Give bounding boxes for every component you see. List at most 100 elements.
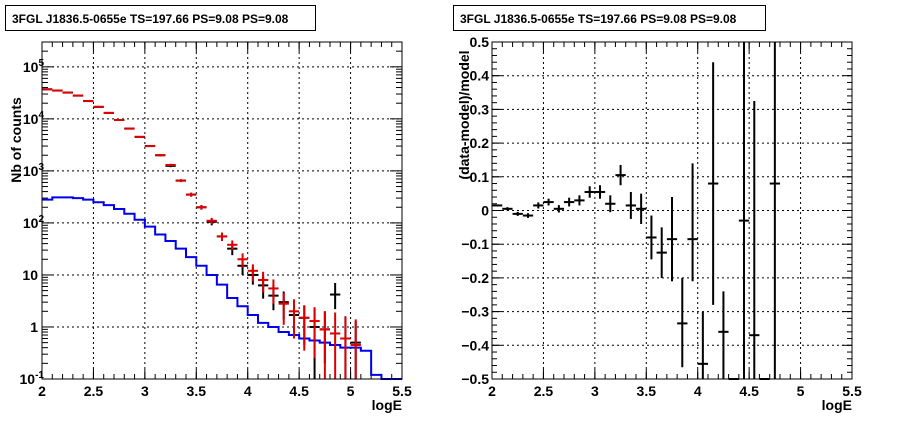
data-point — [697, 311, 708, 379]
x-tick-label: 2 — [488, 383, 496, 399]
data-point — [769, 42, 780, 379]
model-point — [247, 264, 258, 282]
y-tick-label: 0.3 — [470, 101, 490, 117]
y-tick-label: −0.5 — [461, 371, 489, 387]
y-tick-label: −0.4 — [461, 337, 489, 353]
data-point — [330, 283, 341, 310]
data-point — [615, 165, 626, 186]
model-point — [103, 111, 114, 114]
data-point — [543, 198, 554, 206]
counts-xlabel: logE — [372, 397, 402, 413]
x-tick-label: 5.5 — [842, 383, 862, 399]
x-tick-label: 3 — [141, 383, 149, 399]
model-point — [165, 163, 176, 167]
model-point — [93, 105, 104, 108]
y-tick-label: 0 — [481, 203, 489, 219]
model-point — [309, 307, 320, 359]
model-point — [258, 271, 269, 293]
model-point — [299, 305, 310, 351]
model-point — [114, 119, 125, 122]
data-point — [687, 163, 698, 282]
counts-plot: 2 2.5 3 3.5 4 4.5 5 5.5 10-1 1 10 102 103 104 105 logE… — [8, 41, 412, 413]
y-tick-label: 0.2 — [470, 135, 490, 151]
x-tick-label: 5 — [347, 383, 355, 399]
y-tick-label: −0.2 — [461, 270, 489, 286]
y-tick-label: 0.1 — [470, 169, 490, 185]
y-tick-label: 0.4 — [470, 68, 490, 84]
data-point — [564, 197, 575, 207]
data-point — [738, 42, 750, 379]
data-point — [553, 205, 564, 213]
model-point — [330, 312, 341, 379]
model-point — [72, 94, 84, 97]
counts-axis-ticks — [41, 41, 403, 380]
y-tick-label: 102 — [23, 214, 45, 231]
model-point — [216, 232, 228, 241]
model-point — [186, 192, 197, 197]
model-point — [52, 89, 63, 92]
residual-plot: 2 2.5 3 3.5 4 4.5 5 5.5 −0.5 −0.4 −0.3 −0.2 −0.1 0 0.1… — [456, 34, 862, 413]
y-tick-label: 105 — [23, 58, 45, 75]
data-point — [708, 62, 719, 305]
y-tick-label: −0.3 — [461, 304, 489, 320]
residual-marks — [492, 42, 780, 380]
model-point — [268, 279, 279, 304]
residual-tick-labels: 2 2.5 3 3.5 4 4.5 5 5.5 −0.5 −0.4 −0.3 −0.2 −0.1 0 0.1… — [461, 34, 862, 399]
model-point — [144, 145, 156, 148]
y-tick-label: −0.1 — [461, 236, 489, 252]
counts-tick-labels: 2 2.5 3 3.5 4 4.5 5 5.5 10-1 1 10 102 103 104 105 — [20, 58, 412, 399]
model-point — [124, 127, 135, 130]
x-tick-label: 4.5 — [289, 383, 309, 399]
data-point — [522, 213, 534, 218]
counts-title: 3FGL J1836.5-0655e TS=197.66 PS=9.08 PS=… — [5, 5, 316, 31]
y-tick-label: 1 — [30, 319, 38, 335]
y-tick-label: 10-1 — [20, 370, 45, 387]
data-point — [636, 193, 647, 224]
data-point — [502, 207, 513, 211]
model-point — [237, 253, 248, 268]
x-tick-label: 3.5 — [187, 383, 207, 399]
model-point — [134, 135, 145, 138]
y-tick-label: 0.5 — [470, 34, 490, 50]
counts-ylabel: Nb of counts — [8, 97, 24, 183]
data-point — [718, 291, 729, 379]
model-point — [319, 311, 330, 379]
x-tick-label: 3 — [591, 383, 599, 399]
x-tick-label: 2 — [38, 383, 46, 399]
data-point — [533, 202, 544, 209]
x-tick-label: 5.5 — [392, 383, 412, 399]
residual-xlabel: logE — [822, 397, 852, 413]
y-tick-label: 10 — [22, 267, 38, 283]
counts-marks — [42, 88, 402, 380]
x-tick-label: 2.5 — [84, 383, 104, 399]
residual-ylabel: (data-model)/model — [456, 50, 472, 179]
data-point — [584, 186, 595, 198]
model-point — [196, 205, 207, 210]
residual-title: 3FGL J1836.5-0655e TS=197.66 PS=9.08 PS=… — [453, 5, 766, 31]
x-tick-label: 4 — [694, 383, 702, 399]
data-point — [605, 195, 616, 213]
model-point — [206, 217, 217, 225]
x-tick-label: 3.5 — [637, 383, 657, 399]
y-tick-label: 103 — [23, 162, 45, 179]
x-tick-label: 4.5 — [739, 383, 759, 399]
counts-frame — [41, 41, 403, 380]
model-point — [83, 100, 94, 103]
data-point — [749, 100, 760, 379]
y-tick-label: 104 — [23, 110, 45, 127]
model-point — [350, 319, 361, 379]
residual-grid — [492, 42, 852, 379]
data-point — [656, 227, 667, 278]
x-tick-label: 4 — [244, 383, 252, 399]
model-point — [62, 91, 73, 94]
counts-grid — [42, 42, 402, 379]
model-point — [42, 88, 53, 91]
model-point — [340, 316, 351, 379]
residual-frame — [491, 41, 853, 380]
x-tick-label: 5 — [797, 383, 805, 399]
data-point — [594, 185, 606, 199]
model-point — [288, 299, 300, 339]
model-point — [227, 240, 238, 251]
model-point — [278, 292, 289, 325]
